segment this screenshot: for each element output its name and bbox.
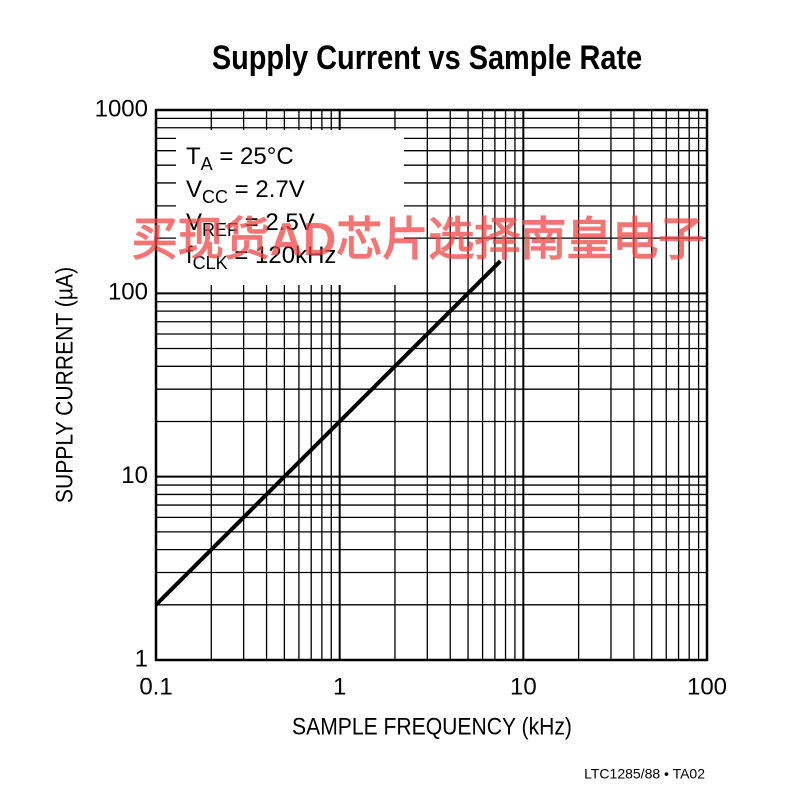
x-tick-label: 10: [510, 673, 537, 700]
annotation-text: = 120kHz: [228, 242, 337, 269]
annotation-text: = 25°C: [213, 143, 294, 170]
annotation: TA = 25°C: [186, 143, 294, 173]
annotation-subscript: REF: [202, 220, 238, 240]
annotation-symbol: T: [186, 143, 201, 170]
annotation-symbol: f: [186, 242, 193, 269]
x-tick-label: 1: [333, 673, 346, 700]
annotation-subscript: A: [201, 154, 213, 174]
annotation-symbol: V: [186, 209, 202, 236]
y-tick-label: 1000: [95, 95, 148, 122]
plot-frame: [154, 108, 709, 662]
y-tick-label: 1: [135, 645, 148, 672]
chart-title: Supply Current vs Sample Rate: [212, 38, 642, 77]
x-tick-label: 0.1: [139, 673, 172, 700]
annotation: VCC = 2.7V: [186, 176, 305, 206]
x-tick-label: 100: [687, 673, 727, 700]
annotation-text: = 2.7V: [228, 176, 305, 203]
annotation-subscript: CC: [202, 187, 228, 207]
annotation: fCLK = 120kHz: [186, 242, 336, 272]
annotation-subscript: CLK: [193, 253, 228, 273]
y-tick-label: 100: [108, 279, 148, 306]
annotation-symbol: V: [186, 176, 202, 203]
annotation: VREF = 2.5V: [186, 209, 315, 239]
data-line: [154, 259, 502, 607]
footnote: LTC1285/88 • TA02: [584, 766, 705, 782]
y-axis-label: SUPPLY CURRENT (µA): [51, 267, 78, 503]
x-axis-label: SAMPLE FREQUENCY (kHz): [292, 713, 572, 740]
annotation-text: = 2.5V: [238, 209, 315, 236]
watermark: 买现货AD芯片选择南皇电子: [132, 213, 704, 265]
y-tick-label: 10: [121, 462, 148, 489]
annotation-box: [176, 130, 404, 285]
